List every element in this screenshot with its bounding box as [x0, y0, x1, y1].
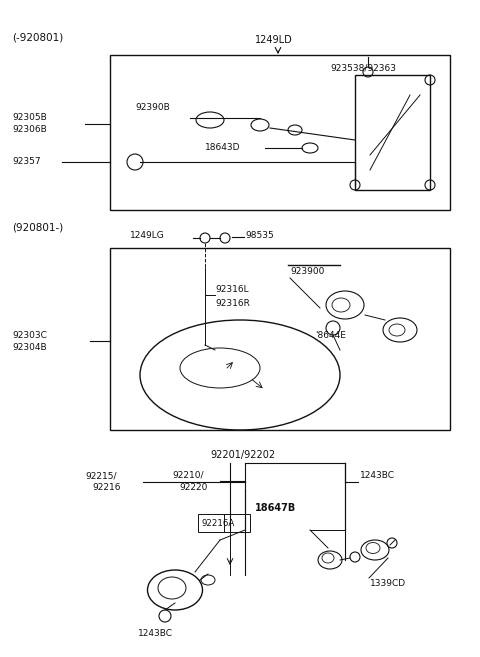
- Text: 923900: 923900: [290, 267, 324, 277]
- Text: 1243BC: 1243BC: [360, 472, 395, 480]
- Text: 92390B: 92390B: [135, 104, 170, 112]
- Text: 1249LG: 1249LG: [130, 231, 165, 240]
- Text: (920801-): (920801-): [12, 223, 63, 233]
- Text: '8644E: '8644E: [315, 330, 346, 340]
- Text: 923538/92363: 923538/92363: [330, 64, 396, 72]
- Text: 92357: 92357: [12, 158, 41, 166]
- Text: 1249LD: 1249LD: [255, 35, 293, 45]
- Text: (-920801): (-920801): [12, 33, 63, 43]
- Text: 98535: 98535: [245, 231, 274, 240]
- Text: 92303C: 92303C: [12, 330, 47, 340]
- Text: 92304B: 92304B: [12, 342, 47, 351]
- Bar: [110, 248, 450, 430]
- Text: 1339CD: 1339CD: [370, 579, 406, 587]
- Text: 92220: 92220: [179, 482, 207, 491]
- Text: 18647B: 18647B: [255, 503, 296, 513]
- Text: 92216A: 92216A: [201, 518, 234, 528]
- Text: 1243BC: 1243BC: [137, 629, 172, 639]
- Bar: [355, 75, 430, 190]
- Text: 92316R: 92316R: [215, 298, 250, 307]
- Text: 92216: 92216: [92, 484, 120, 493]
- Text: 92306B: 92306B: [12, 125, 47, 135]
- Bar: [110, 55, 450, 210]
- Text: 92201/92202: 92201/92202: [210, 450, 275, 460]
- Text: 18643D: 18643D: [205, 143, 240, 152]
- Text: 92316L: 92316L: [215, 286, 249, 294]
- Text: 92210/: 92210/: [172, 470, 204, 480]
- Text: 92215/: 92215/: [85, 472, 117, 480]
- Bar: [198, 514, 250, 532]
- Text: 92305B: 92305B: [12, 114, 47, 122]
